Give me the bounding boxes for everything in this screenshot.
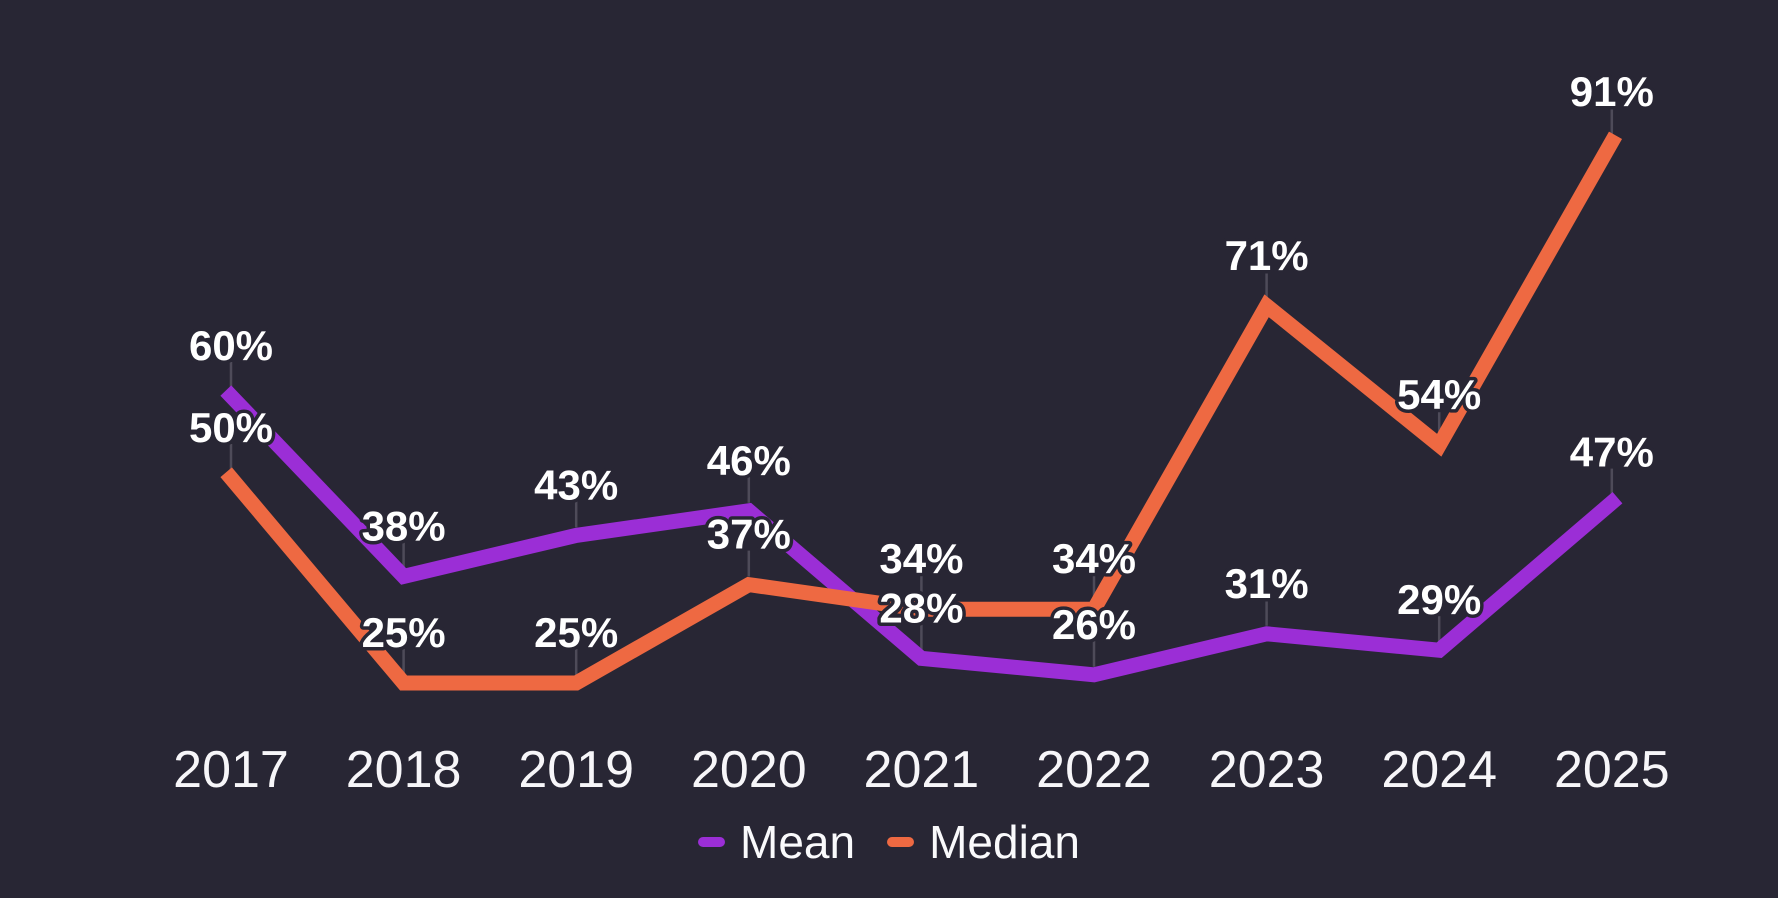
x-axis-label: 2020: [691, 741, 807, 799]
mean-line: [220, 385, 1623, 683]
legend-item-mean[interactable]: Mean: [698, 819, 855, 865]
x-axis-label: 2025: [1554, 741, 1670, 799]
median-data-label: 25%: [362, 609, 446, 656]
median-data-label: 37%: [707, 511, 791, 558]
mean-data-label: 47%: [1570, 429, 1654, 476]
legend-item-median[interactable]: Median: [887, 819, 1080, 865]
mean-data-label: 43%: [534, 461, 618, 508]
mean-line-swatch-icon: [698, 837, 726, 847]
series-lines-layer: [220, 131, 1623, 691]
mean-data-label: 60%: [189, 322, 273, 369]
median-line: [220, 131, 1623, 691]
median-data-label: 54%: [1397, 371, 1481, 418]
callout-lines-layer: [229, 107, 1614, 675]
x-axis-label: 2018: [346, 741, 462, 799]
mean-data-label: 38%: [362, 502, 446, 549]
median-data-label: 50%: [189, 404, 273, 451]
x-axis-labels-layer: 2017 2018 2019 2020 2021 2022 2023 2024 2025: [173, 741, 1669, 799]
x-axis-label: 2019: [518, 741, 634, 799]
median-data-label: 34%: [1052, 535, 1136, 582]
median-data-label: 34%: [879, 535, 963, 582]
chart-legend: Mean Median: [0, 816, 1778, 868]
legend-label-mean: Mean: [740, 816, 856, 868]
x-axis-label: 2022: [1036, 741, 1152, 799]
median-data-label: 71%: [1225, 232, 1309, 279]
x-axis-label: 2024: [1381, 741, 1497, 799]
data-labels-layer: 60% 38% 43% 46% 28% 26% 31% 29% 47% 50% 25% 25% 37% 3…: [185, 64, 1657, 659]
mean-data-label: 46%: [707, 437, 791, 484]
median-line-swatch-icon: [887, 837, 915, 847]
mean-data-label: 26%: [1052, 601, 1136, 648]
median-data-label: 91%: [1570, 68, 1654, 115]
legend-label-median: Median: [929, 816, 1080, 868]
x-axis-label: 2021: [864, 741, 980, 799]
mean-data-label: 28%: [879, 584, 963, 631]
mean-data-label: 29%: [1397, 576, 1481, 623]
mean-data-label: 31%: [1225, 560, 1309, 607]
x-axis-label: 2017: [173, 741, 289, 799]
median-data-label: 25%: [534, 609, 618, 656]
x-axis-label: 2023: [1209, 741, 1325, 799]
